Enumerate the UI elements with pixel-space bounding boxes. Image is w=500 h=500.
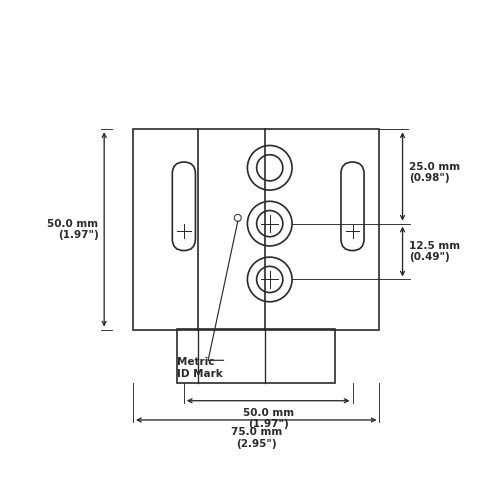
Text: Metric
ID Mark: Metric ID Mark bbox=[178, 357, 223, 379]
Text: 25.0 mm
(0.98"): 25.0 mm (0.98") bbox=[410, 162, 461, 184]
Text: 50.0 mm
(1.97"): 50.0 mm (1.97") bbox=[48, 218, 98, 240]
Bar bbox=[133, 130, 380, 330]
Text: 50.0 mm
(1.97"): 50.0 mm (1.97") bbox=[242, 408, 294, 430]
Text: 75.0 mm
(2.95"): 75.0 mm (2.95") bbox=[230, 427, 282, 448]
Text: 12.5 mm
(0.49"): 12.5 mm (0.49") bbox=[410, 240, 461, 262]
Bar bbox=[178, 330, 335, 384]
